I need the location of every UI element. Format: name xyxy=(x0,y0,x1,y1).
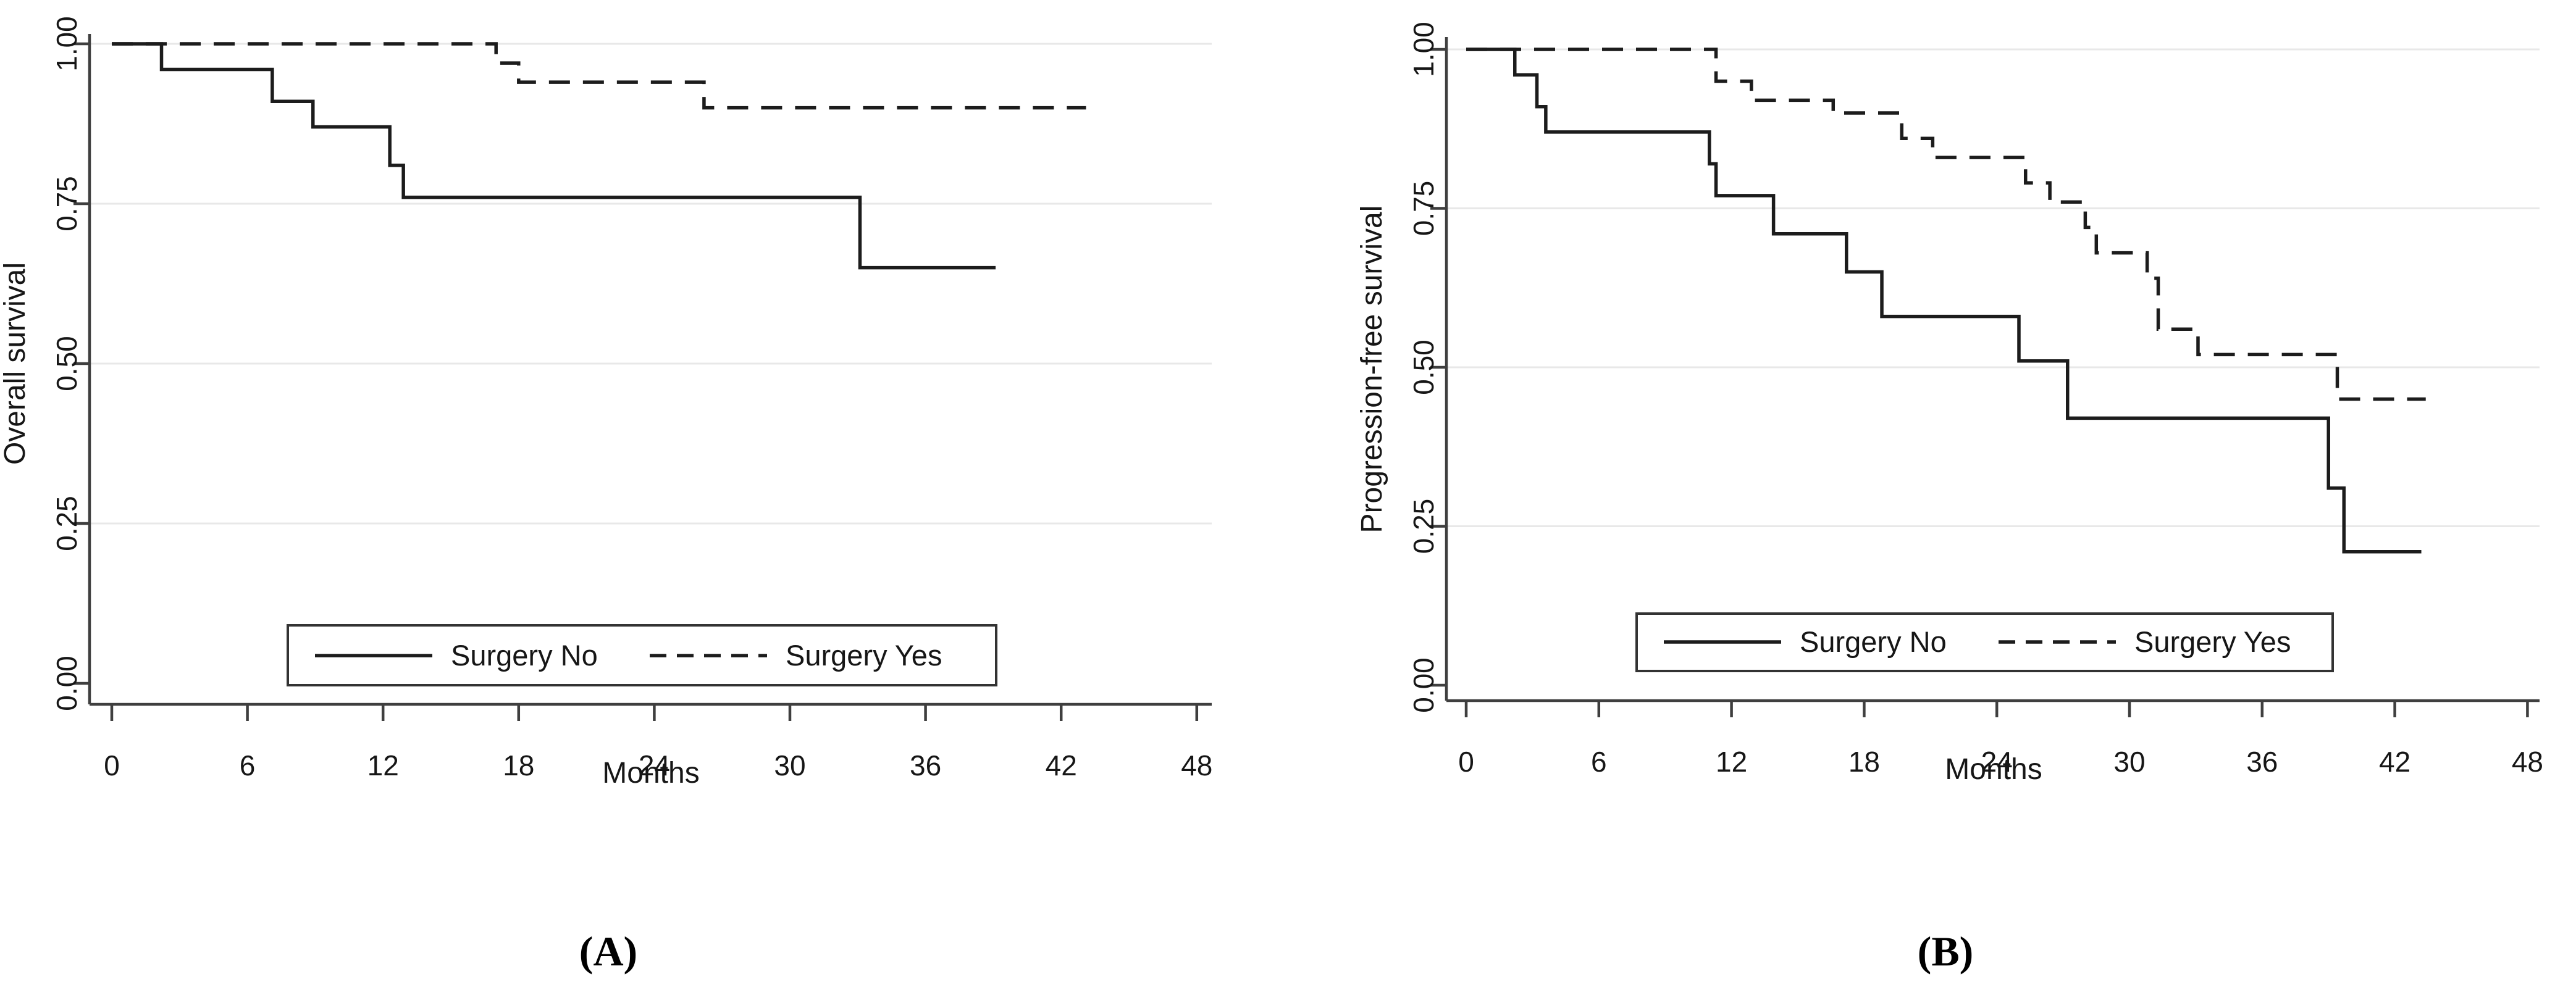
panel-a-x-tick-label: 0 xyxy=(104,749,120,782)
panel-b-x-tick-label: 24 xyxy=(1981,746,2013,778)
panel-b-caption: (B) xyxy=(1917,928,1974,975)
panel-a-y-axis-title: Overall survival xyxy=(0,262,31,465)
panel-a-x-tick-label: 6 xyxy=(240,749,256,782)
panel-a: 0.00 0.25 0.50 0.75 1.00 0 6 12 18 24 30 36 42 48 Mont… xyxy=(0,16,1212,790)
panel-a-x-tick-label: 36 xyxy=(910,749,941,782)
panel-a-y-tick-label: 1.00 xyxy=(51,16,83,72)
panel-a-x-axis-title: Months xyxy=(602,757,699,790)
panel-b-x-tick-label: 12 xyxy=(1716,746,1747,778)
panel-b-y-tick-label: 0.75 xyxy=(1408,181,1440,236)
panel-a-legend-label-surgery-no: Surgery No xyxy=(451,639,598,672)
panel-a-x-tick-label: 24 xyxy=(639,749,670,782)
panel-b-legend-label-surgery-yes: Surgery Yes xyxy=(2134,625,2291,658)
panel-b-y-tick-label: 1.00 xyxy=(1408,22,1440,77)
panel-b-x-tick-label: 36 xyxy=(2246,746,2278,778)
panel-b-legend: Surgery No Surgery Yes xyxy=(1635,612,2334,672)
panel-b-y-axis-title: Progression-free survival xyxy=(1356,206,1388,533)
panel-b-y-tick-label: 0.50 xyxy=(1408,340,1440,395)
panel-a-x-tick-label: 30 xyxy=(774,749,805,782)
panel-b-curve-surgery-no xyxy=(1466,48,2422,554)
panel-a-y-tick-label: 0.00 xyxy=(51,656,83,711)
panel-b-x-tick-label: 6 xyxy=(1591,746,1607,778)
panel-b-x-tick-label: 18 xyxy=(1848,746,1880,778)
panel-a-y-tick-label: 0.25 xyxy=(51,496,83,551)
panel-a-legend-label-surgery-yes: Surgery Yes xyxy=(786,639,942,672)
panel-b-curve-surgery-yes xyxy=(1466,48,2426,401)
panel-a-x-tick-label: 18 xyxy=(503,749,534,782)
panel-b-legend-label-surgery-no: Surgery No xyxy=(1800,625,1947,658)
panel-a-x-tick-label: 42 xyxy=(1046,749,1077,782)
panel-b-x-tick-label: 0 xyxy=(1458,746,1474,778)
panel-b-x-tick-label: 48 xyxy=(2512,746,2543,778)
panel-a-x-tick-label: 12 xyxy=(367,749,399,782)
panel-a-y-tick-label: 0.50 xyxy=(51,336,83,391)
panel-a-curve-surgery-no xyxy=(112,42,996,270)
panel-a-caption: (A) xyxy=(579,928,638,975)
panel-b: 0.00 0.25 0.50 0.75 1.00 0 6 12 18 24 30 36 42 48 Mont… xyxy=(1356,22,2543,786)
panel-b-y-tick-label: 0.25 xyxy=(1408,499,1440,554)
panel-b-x-tick-label: 30 xyxy=(2113,746,2145,778)
panel-a-y-tick-label: 0.75 xyxy=(51,176,83,231)
panel-b-y-tick-label: 0.00 xyxy=(1408,657,1440,713)
panel-a-curve-surgery-yes xyxy=(112,42,1086,110)
panel-a-legend: Surgery No Surgery Yes xyxy=(287,624,997,686)
panel-a-x-tick-label: 48 xyxy=(1181,749,1212,782)
panel-b-x-axis-title: Months xyxy=(1945,753,2042,786)
panel-b-x-tick-label: 42 xyxy=(2379,746,2410,778)
